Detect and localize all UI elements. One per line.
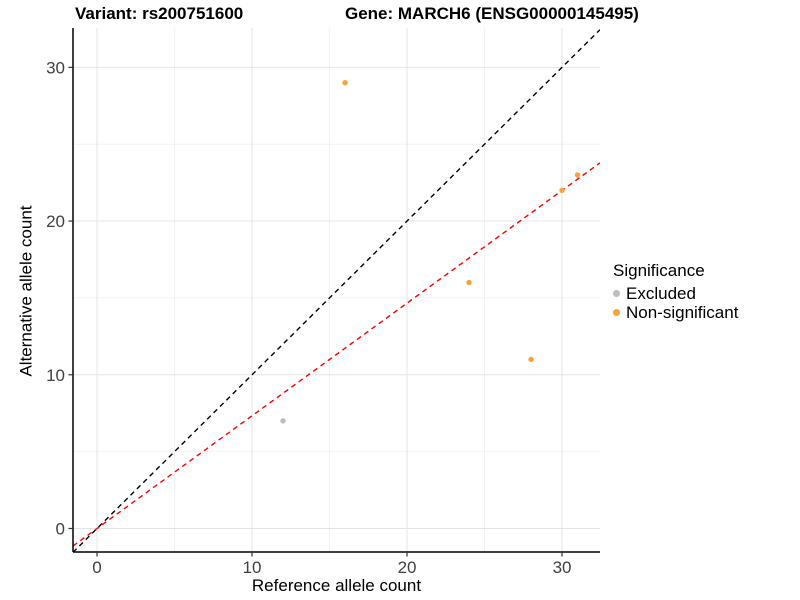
x-tick-label: 0 — [92, 558, 101, 577]
x-tick-label: 30 — [553, 558, 572, 577]
y-axis-title: Alternative allele count — [16, 205, 36, 377]
data-point-non-significant — [574, 172, 581, 178]
legend: Significance Excluded Non-significant — [613, 261, 738, 322]
variant-title: Variant: rs200751600 — [75, 4, 244, 23]
x-tick-label: 10 — [243, 558, 262, 577]
legend-item-label: Excluded — [626, 283, 696, 303]
data-point-non-significant — [528, 356, 534, 363]
y-tick-label: 0 — [56, 519, 65, 538]
y-tick-label: 20 — [46, 212, 65, 231]
x-tick-label: 20 — [398, 558, 417, 577]
fit-line — [73, 162, 600, 547]
data-point-non-significant — [559, 187, 565, 194]
legend-item-non-significant: Non-significant — [613, 303, 738, 322]
legend-item-label: Non-significant — [626, 302, 739, 322]
non-significant-dot-icon — [613, 309, 620, 316]
data-point-non-significant — [342, 80, 348, 86]
excluded-dot-icon — [613, 290, 620, 297]
data-point-non-significant — [466, 279, 472, 286]
identity-line — [73, 29, 600, 552]
legend-title: Significance — [613, 261, 705, 280]
data-point-excluded — [280, 418, 286, 424]
gene-title: Gene: MARCH6 (ENSG00000145495) — [345, 4, 639, 23]
legend-item-excluded: Excluded — [613, 284, 738, 303]
x-axis-title: Reference allele count — [251, 576, 422, 595]
y-tick-label: 10 — [46, 366, 65, 385]
y-tick-label: 30 — [46, 58, 65, 77]
